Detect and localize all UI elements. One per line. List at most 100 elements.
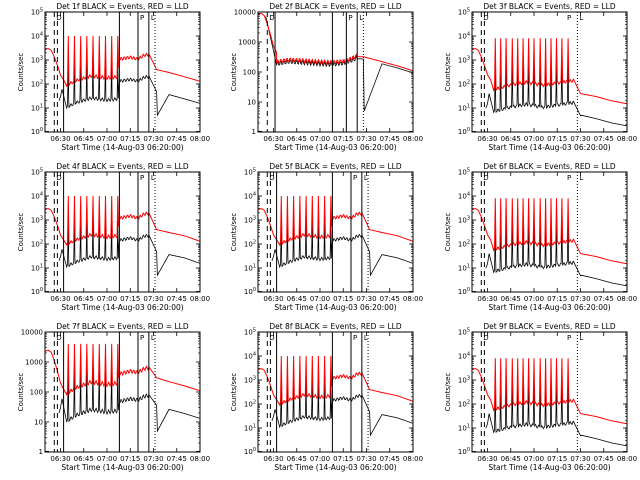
chart-title: Det 2f BLACK = Events, RED = LLD [269, 2, 402, 11]
plot-frame [471, 331, 628, 453]
y-tick-label: 101 [458, 424, 470, 433]
x-tick-label: 07:15 [120, 295, 140, 303]
y-tick-label: 104 [31, 32, 43, 41]
plot-area [258, 195, 413, 277]
x-tick-label: 07:00 [310, 295, 330, 303]
y-axis-label: Counts/sec [17, 53, 25, 92]
x-axis-label: Start Time (14-Aug-03 06:20:00) [274, 303, 396, 312]
plot-frame [471, 171, 628, 293]
x-tick-label: 06:30 [50, 295, 70, 303]
series-events [271, 221, 413, 277]
x-tick-label: 07:30 [570, 295, 590, 303]
chart-title: Det 7f BLACK = Events, RED = LLD [56, 322, 189, 331]
x-tick-label: 07:30 [356, 455, 376, 463]
y-tick-label: 105 [458, 8, 470, 17]
edge-letter: P [567, 14, 571, 22]
x-tick-label: 08:00 [617, 295, 637, 303]
panel-det-1: D P L Det 1f BLACK = Events, RED = LLD 100 10… [17, 2, 210, 152]
x-tick-label: 08:00 [190, 135, 210, 143]
y-tick-label: 103 [31, 216, 43, 225]
x-tick-label: 07:15 [120, 135, 140, 143]
x-tick-label: 08:00 [190, 295, 210, 303]
series-events [58, 368, 200, 433]
x-tick-label: 06:30 [50, 455, 70, 463]
edge-letter: D [56, 174, 61, 182]
series-lld [45, 195, 200, 247]
x-tick-label: 07:15 [333, 135, 353, 143]
edge-letter: L [151, 174, 155, 182]
y-tick-label: 100 [31, 127, 43, 136]
x-axis-label: Start Time (14-Aug-03 06:20:00) [61, 463, 183, 472]
panel-det-5: D P L Det 5f BLACK = Events, RED = LLD 100 10… [230, 162, 423, 312]
x-tick-label: 06:45 [74, 295, 94, 303]
x-tick-label: 08:00 [403, 135, 423, 143]
y-tick-label: 100 [244, 287, 256, 296]
x-tick-label: 07:30 [570, 135, 590, 143]
x-tick-label: 06:45 [501, 455, 521, 463]
x-tick-label: 06:45 [287, 295, 307, 303]
edge-letter: D [269, 14, 274, 22]
x-tick-label: 06:30 [263, 295, 283, 303]
x-tick-label: 07:15 [547, 295, 567, 303]
series-lld [472, 198, 627, 265]
panel-det-7: D P L Det 7f BLACK = Events, RED = LLD 1 10 10… [17, 322, 210, 472]
y-tick-label: 102 [31, 80, 43, 89]
y-tick-label: 103 [244, 376, 256, 385]
y-axis-label: Counts/sec [444, 213, 452, 252]
chart-title: Det 9f BLACK = Events, RED = LLD [483, 322, 616, 331]
panel-det-9: D P L Det 9f BLACK = Events, RED = LLD 100 10… [444, 322, 637, 472]
x-tick-label: 07:45 [594, 135, 614, 143]
edge-letter: D [269, 334, 274, 342]
plot-area [45, 35, 200, 117]
plot-area [472, 198, 627, 287]
x-tick-label: 08:00 [617, 455, 637, 463]
edge-letter: L [579, 334, 583, 342]
x-tick-label: 06:30 [50, 135, 70, 143]
edge-letter: D [483, 334, 488, 342]
y-tick-label: 101 [244, 264, 256, 273]
series-lld [258, 12, 413, 72]
x-tick-label: 07:30 [356, 295, 376, 303]
y-tick-label: 103 [458, 216, 470, 225]
y-tick-label: 102 [458, 80, 470, 89]
edge-letter: L [364, 174, 368, 182]
y-tick-label: 1 [39, 448, 43, 456]
x-tick-label: 07:00 [310, 455, 330, 463]
x-tick-label: 07:30 [356, 135, 376, 143]
y-tick-label: 102 [31, 240, 43, 249]
series-lld [472, 38, 627, 105]
x-tick-label: 07:30 [143, 455, 163, 463]
x-tick-label: 06:45 [74, 455, 94, 463]
panel-det-6: D P L Det 6f BLACK = Events, RED = LLD 100 10… [444, 162, 637, 312]
x-tick-label: 06:45 [501, 135, 521, 143]
x-axis-label: Start Time (14-Aug-03 06:20:00) [488, 303, 610, 312]
edge-letter: P [140, 174, 144, 182]
chart-title: Det 5f BLACK = Events, RED = LLD [269, 162, 402, 171]
edge-letter: D [56, 14, 61, 22]
y-tick-label: 100 [458, 447, 470, 456]
y-tick-label: 104 [244, 352, 256, 361]
edge-letter: L [364, 334, 368, 342]
chart-title: Det 3f BLACK = Events, RED = LLD [483, 2, 616, 11]
x-tick-label: 07:45 [380, 295, 400, 303]
plot-frame [471, 11, 628, 133]
y-tick-label: 1000 [25, 359, 43, 367]
plot-area [45, 343, 200, 433]
x-tick-label: 06:30 [263, 455, 283, 463]
x-tick-label: 07:45 [594, 455, 614, 463]
x-axis-label: Start Time (14-Aug-03 06:20:00) [488, 463, 610, 472]
series-lld [258, 355, 413, 407]
y-tick-label: 10000 [21, 329, 43, 337]
x-tick-label: 06:30 [263, 135, 283, 143]
x-tick-label: 07:30 [143, 295, 163, 303]
x-tick-label: 07:00 [97, 135, 117, 143]
edge-letter: L [151, 334, 155, 342]
y-axis-label: Counts/sec [17, 213, 25, 252]
chart-title: Det 6f BLACK = Events, RED = LLD [483, 162, 616, 171]
y-tick-label: 105 [244, 168, 256, 177]
x-tick-label: 06:45 [287, 135, 307, 143]
y-tick-label: 104 [31, 192, 43, 201]
y-tick-label: 102 [458, 240, 470, 249]
series-lld [472, 358, 627, 425]
